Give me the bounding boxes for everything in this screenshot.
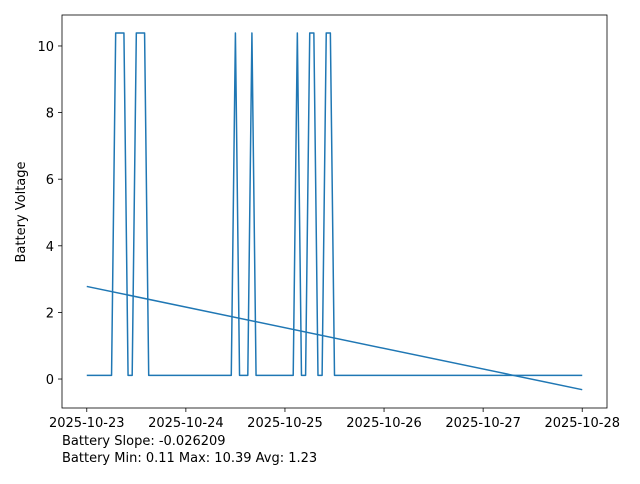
y-tick-label: 10 bbox=[37, 40, 54, 55]
data-line bbox=[86, 32, 583, 377]
x-tick-label: 2025-10-26 bbox=[346, 416, 422, 431]
x-tick-label: 2025-10-25 bbox=[247, 416, 323, 431]
y-tick-label: 8 bbox=[46, 107, 54, 122]
y-tick-label: 2 bbox=[46, 306, 54, 321]
data-line bbox=[86, 285, 583, 391]
y-tick-label: 6 bbox=[46, 173, 54, 188]
x-tick-label: 2025-10-23 bbox=[49, 416, 125, 431]
annotation: Battery Slope: -0.026209 bbox=[62, 434, 226, 449]
x-tick-label: 2025-10-27 bbox=[445, 416, 521, 431]
annotation: Battery Min: 0.11 Max: 10.39 Avg: 1.23 bbox=[62, 451, 317, 466]
x-tick-label: 2025-10-24 bbox=[148, 416, 224, 431]
y-tick-label: 4 bbox=[46, 240, 54, 255]
y-tick-label: 0 bbox=[46, 373, 54, 388]
x-tick-label: 2025-10-28 bbox=[544, 416, 620, 431]
y-axis-label: Battery Voltage bbox=[14, 161, 29, 262]
plot-frame bbox=[61, 14, 608, 409]
